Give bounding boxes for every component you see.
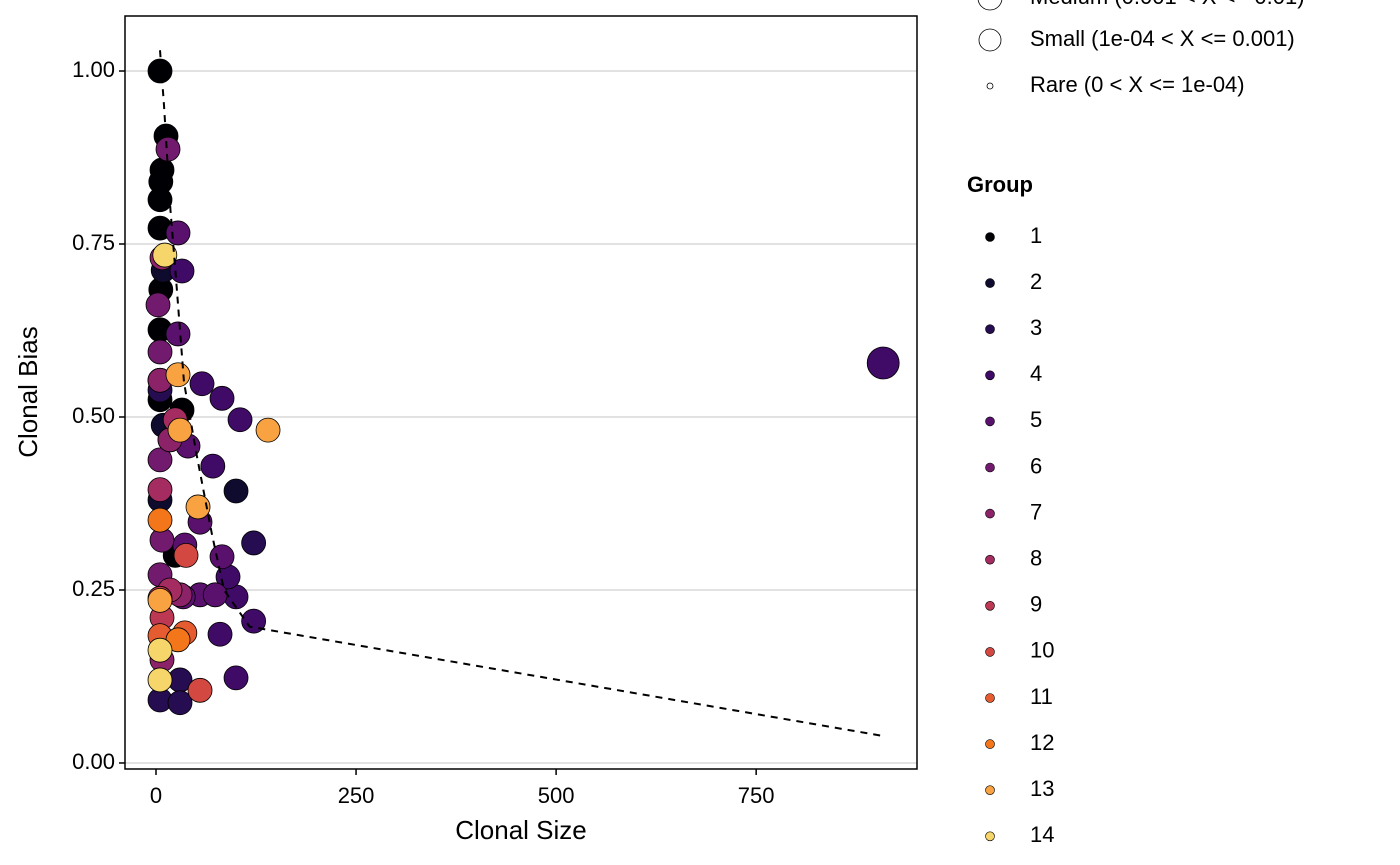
legend-key bbox=[985, 278, 995, 288]
legend-label: 6 bbox=[1030, 453, 1042, 478]
size-legend-key bbox=[978, 28, 1002, 52]
point bbox=[147, 187, 173, 213]
legend-label: 5 bbox=[1030, 407, 1042, 432]
legend-key bbox=[985, 600, 995, 611]
legend-key bbox=[985, 232, 995, 242]
legend-label: 8 bbox=[1030, 546, 1042, 571]
point bbox=[147, 58, 173, 84]
legend-label: 4 bbox=[1030, 361, 1042, 386]
legend-label: 12 bbox=[1030, 730, 1054, 755]
point bbox=[209, 544, 235, 570]
point bbox=[241, 530, 267, 556]
legend-label: 2 bbox=[1030, 269, 1042, 294]
point bbox=[189, 371, 215, 397]
point bbox=[202, 582, 228, 608]
legend-label: 3 bbox=[1030, 315, 1042, 340]
legend-key bbox=[985, 416, 995, 427]
y-tick-label: 0.75 bbox=[72, 230, 115, 255]
point bbox=[209, 385, 235, 411]
point bbox=[200, 453, 226, 479]
size-legend-label: Small (1e-04 < X <= 0.001) bbox=[1030, 26, 1295, 51]
y-tick-label: 0.00 bbox=[72, 749, 115, 774]
point bbox=[866, 346, 900, 380]
point bbox=[255, 417, 281, 443]
point bbox=[147, 667, 173, 693]
legend-label: 7 bbox=[1030, 499, 1042, 524]
legend-key bbox=[985, 831, 995, 842]
x-tick-label: 500 bbox=[538, 783, 575, 808]
point bbox=[207, 621, 233, 647]
point bbox=[223, 478, 249, 504]
legend-key bbox=[985, 647, 995, 657]
legend-key bbox=[985, 324, 995, 335]
point bbox=[147, 447, 173, 473]
y-tick-label: 0.25 bbox=[72, 576, 115, 601]
x-tick-label: 750 bbox=[738, 783, 775, 808]
legend-label: 9 bbox=[1030, 592, 1042, 617]
point bbox=[165, 321, 191, 347]
point bbox=[165, 362, 191, 388]
legend-title: Group bbox=[967, 172, 1033, 197]
y-tick-label: 1.00 bbox=[72, 57, 115, 82]
trend-line bbox=[159, 50, 884, 737]
size-legend-key bbox=[977, 0, 1003, 11]
point bbox=[147, 587, 173, 613]
legend-label: 10 bbox=[1030, 638, 1054, 663]
legend-key bbox=[985, 508, 995, 519]
point bbox=[173, 542, 199, 568]
point bbox=[147, 507, 173, 533]
point bbox=[147, 637, 173, 663]
point bbox=[227, 407, 253, 433]
plot-frame bbox=[124, 15, 918, 770]
point bbox=[145, 292, 171, 318]
size-legend-label: Rare (0 < X <= 1e-04) bbox=[1030, 72, 1245, 97]
point bbox=[152, 242, 178, 268]
point bbox=[155, 136, 181, 162]
point bbox=[241, 608, 267, 634]
size-legend-key bbox=[986, 82, 994, 90]
legend-label: 11 bbox=[1030, 684, 1053, 709]
legend-key bbox=[985, 693, 995, 703]
point bbox=[165, 220, 191, 246]
legend-label: 13 bbox=[1030, 776, 1054, 801]
point bbox=[147, 477, 173, 503]
legend-key bbox=[985, 739, 995, 749]
point bbox=[167, 690, 193, 716]
point bbox=[185, 494, 211, 520]
size-legend-label: Medium (0.001 < X <= 0.01) bbox=[1030, 0, 1305, 9]
legend-label: 1 bbox=[1030, 223, 1042, 248]
legend-key bbox=[985, 370, 995, 381]
y-axis-label: Clonal Bias bbox=[13, 326, 43, 458]
x-tick-label: 0 bbox=[150, 783, 162, 808]
y-tick-label: 0.50 bbox=[72, 403, 115, 428]
x-axis-label: Clonal Size bbox=[455, 815, 587, 845]
point bbox=[147, 339, 173, 365]
legend-key bbox=[985, 785, 995, 796]
point bbox=[187, 677, 213, 703]
legend-label: 14 bbox=[1030, 822, 1054, 847]
x-tick-label: 250 bbox=[338, 783, 375, 808]
point bbox=[167, 417, 193, 443]
legend-key bbox=[985, 554, 995, 565]
legend-key bbox=[985, 462, 995, 473]
point bbox=[223, 665, 249, 691]
